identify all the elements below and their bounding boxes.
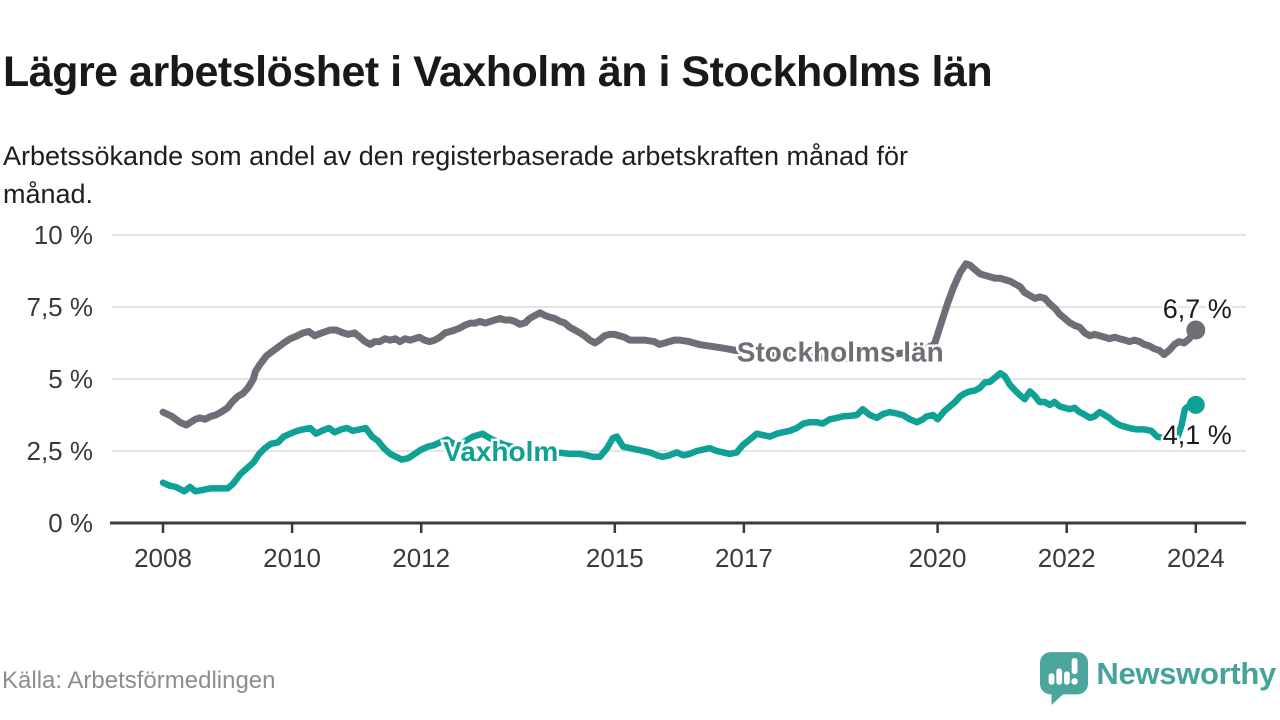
x-tick-label: 2012 [392,543,450,573]
x-tick-label: 2020 [909,543,967,573]
series-end-dot [1186,395,1205,414]
y-tick-label: 2,5 % [27,436,94,466]
series-end-value: 4,1 % [1163,420,1232,450]
series-end-value: 6,7 % [1163,294,1232,324]
y-tick-label: 10 % [34,220,93,250]
x-tick-label: 2008 [134,543,192,573]
series-end-dot [1186,320,1206,340]
source-note: Källa: Arbetsförmedlingen [2,667,276,694]
x-tick-label: 2015 [586,543,644,573]
series-line [159,369,1200,495]
newsworthy-wordmark: Newsworthy [1096,656,1276,691]
y-tick-label: 7,5 % [27,292,94,322]
y-tick-label: 0 % [48,508,93,538]
series-line [159,260,1200,429]
chart-subtitle: Arbetssökande som andel av den registerb… [3,141,909,209]
x-tick-label: 2024 [1167,543,1225,573]
newsworthy-brand: Newsworthy [1040,652,1276,706]
series-inline-label: Vaxholm [443,436,558,467]
series-inline-label: Stockholms län [737,337,944,368]
x-tick-label: 2010 [263,543,321,573]
newsworthy-logo-icon [1040,652,1089,705]
x-tick-label: 2017 [715,543,773,573]
page-title: Lägre arbetslöshet i Vaxholm än i Stockh… [3,47,993,96]
y-tick-label: 5 % [48,364,93,394]
x-tick-label: 2022 [1038,543,1096,573]
